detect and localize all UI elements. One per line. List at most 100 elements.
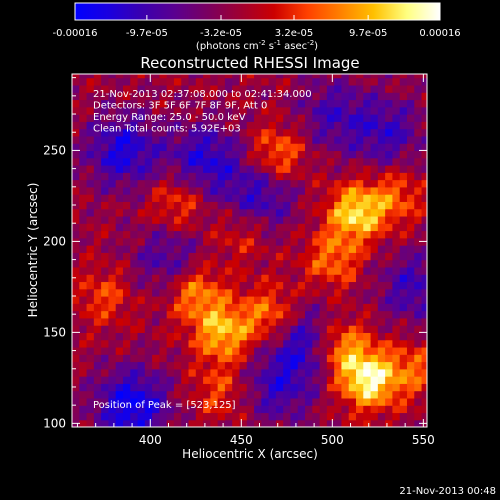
- heatmap-cell: [421, 266, 427, 275]
- heatmap-cell: [305, 390, 313, 399]
- heatmap-cell: [305, 92, 313, 101]
- heatmap-cell: [305, 383, 313, 392]
- heatmap-cell: [406, 215, 415, 224]
- heatmap-cell: [254, 288, 262, 297]
- heatmap-cell: [283, 186, 292, 195]
- heatmap-cell: [370, 157, 379, 166]
- heatmap-cell: [283, 317, 292, 326]
- heatmap-cell: [377, 237, 386, 246]
- heatmap-cell: [72, 230, 80, 239]
- heatmap-cell: [217, 354, 226, 363]
- heatmap-cell: [356, 230, 364, 239]
- heatmap-cell: [377, 419, 386, 427]
- heatmap-cell: [363, 121, 372, 130]
- heatmap-cell: [79, 84, 88, 93]
- heatmap-cell: [348, 99, 357, 108]
- heatmap-cell: [203, 84, 211, 93]
- heatmap-cell: [392, 354, 401, 363]
- heatmap-cell: [72, 405, 80, 414]
- heatmap-cell: [406, 99, 415, 108]
- heatmap-cell: [239, 303, 248, 312]
- heatmap-cell: [261, 295, 270, 304]
- heatmap-cell: [363, 368, 372, 377]
- heatmap-cell: [101, 186, 110, 195]
- heatmap-cell: [421, 128, 427, 137]
- heatmap-cell: [137, 383, 146, 392]
- heatmap-cell: [275, 84, 284, 93]
- heatmap-cell: [275, 179, 284, 188]
- heatmap-cell: [392, 310, 401, 319]
- heatmap-cell: [385, 317, 394, 326]
- heatmap-cell: [297, 397, 306, 406]
- heatmap-cell: [421, 92, 427, 101]
- heatmap-cell: [268, 84, 277, 93]
- heatmap-cell: [79, 310, 88, 319]
- heatmap-cell: [254, 332, 262, 341]
- heatmap-cell: [414, 310, 423, 319]
- heatmap-cell: [217, 412, 226, 421]
- heatmap-cell: [305, 361, 313, 370]
- heatmap-cell: [356, 179, 364, 188]
- heatmap-cell: [203, 419, 211, 427]
- heatmap-cell: [305, 368, 313, 377]
- heatmap-cell: [144, 74, 153, 79]
- heatmap-cell: [421, 157, 427, 166]
- heatmap-cell: [246, 252, 255, 261]
- heatmap-cell: [93, 128, 102, 137]
- heatmap-cell: [275, 288, 284, 297]
- heatmap-cell: [348, 245, 357, 253]
- heatmap-cell: [93, 419, 102, 427]
- heatmap-cell: [224, 164, 233, 173]
- heatmap-cell: [356, 99, 364, 108]
- heatmap-cell: [290, 121, 299, 130]
- heatmap-cell: [195, 288, 204, 297]
- heatmap-cell: [217, 164, 226, 173]
- heatmap-cell: [93, 339, 102, 348]
- heatmap-cell: [232, 164, 241, 173]
- heatmap-cell: [115, 215, 124, 224]
- heatmap-cell: [356, 376, 364, 384]
- heatmap-cell: [297, 99, 306, 108]
- heatmap-cell: [421, 397, 427, 406]
- heatmap-cell: [254, 339, 262, 348]
- heatmap-cell: [224, 194, 233, 202]
- heatmap-cell: [86, 368, 95, 377]
- heatmap-cell: [290, 383, 299, 392]
- heatmap-cell: [181, 281, 190, 290]
- heatmap-cell: [166, 143, 175, 152]
- annotation-line: Clean Total counts: 5.92E+03: [93, 124, 241, 135]
- heatmap-cell: [217, 259, 226, 268]
- heatmap-cell: [217, 186, 226, 195]
- heatmap-cell: [399, 266, 408, 275]
- heatmap-cell: [348, 332, 357, 341]
- heatmap-cell: [377, 288, 386, 297]
- heatmap-cell: [159, 223, 168, 232]
- heatmap-cell: [254, 201, 262, 210]
- heatmap-cell: [152, 114, 160, 122]
- heatmap-cell: [181, 230, 190, 239]
- heatmap-cell: [72, 412, 80, 421]
- heatmap-cell: [261, 266, 270, 275]
- y-tick-label: 200: [43, 234, 66, 248]
- heatmap-cell: [210, 128, 219, 137]
- heatmap-cell: [86, 245, 95, 253]
- heatmap-cell: [326, 128, 335, 137]
- heatmap-cell: [115, 164, 124, 173]
- heatmap-cell: [246, 194, 255, 202]
- heatmap-cell: [421, 208, 427, 217]
- heatmap-cell: [283, 259, 292, 268]
- heatmap-cell: [334, 128, 343, 137]
- heatmap-cell: [144, 259, 153, 268]
- heatmap-cell: [341, 310, 350, 319]
- heatmap-cell: [159, 215, 168, 224]
- heatmap-cell: [305, 281, 313, 290]
- heatmap-cell: [195, 143, 204, 152]
- heatmap-cell: [246, 208, 255, 217]
- heatmap-cell: [173, 303, 182, 312]
- heatmap-cell: [166, 405, 175, 414]
- heatmap-cell: [86, 128, 95, 137]
- heatmap-cell: [93, 121, 102, 130]
- heatmap-cell: [363, 419, 372, 427]
- heatmap-cell: [334, 237, 343, 246]
- heatmap-cell: [195, 332, 204, 341]
